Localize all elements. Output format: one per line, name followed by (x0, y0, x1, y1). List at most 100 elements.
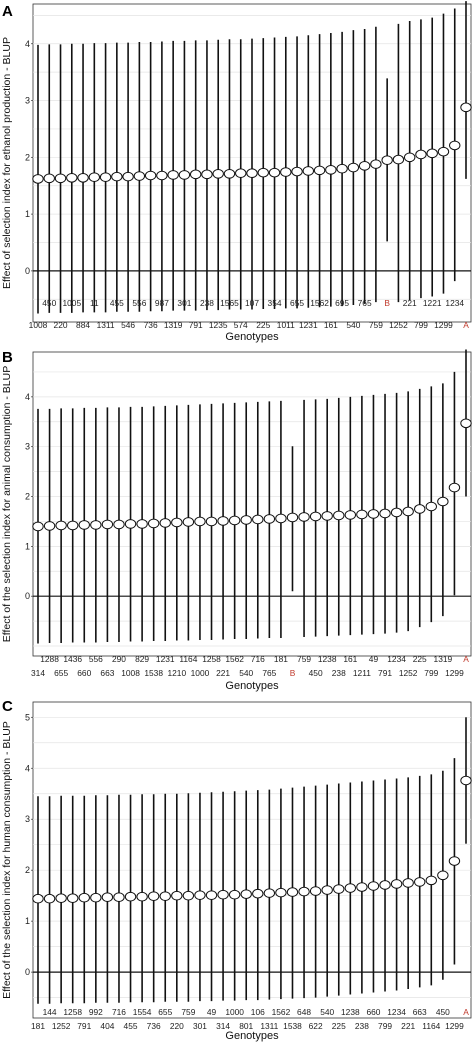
data-point (358, 161, 371, 171)
x-category-label: 1211 (353, 668, 371, 678)
data-point (67, 520, 79, 531)
x-category-label: 290 (112, 654, 126, 664)
x-category-label: 540 (346, 320, 360, 330)
data-point (280, 167, 292, 177)
x-category-label: 1164 (422, 1021, 440, 1031)
x-category-label: 49 (207, 1007, 217, 1017)
data-point (321, 885, 333, 895)
x-category-label: 799 (378, 1021, 392, 1031)
x-category-label: 161 (324, 320, 338, 330)
x-category-label: 759 (369, 320, 383, 330)
x-category-label: 829 (135, 654, 149, 664)
x-axis-title: Genotypes (225, 1030, 279, 1042)
x-category-label: 1299 (445, 1021, 464, 1031)
x-category-label: 799 (414, 320, 428, 330)
x-category-label: 1005 (62, 298, 81, 308)
x-category-label: 1252 (52, 1021, 71, 1031)
x-category-label: 1235 (209, 320, 228, 330)
y-tick-label: 1 (25, 209, 30, 219)
x-category-label: 221 (401, 1021, 415, 1031)
x-category-label: 987 (155, 298, 169, 308)
data-point (111, 171, 123, 182)
x-category-label: 648 (297, 1007, 311, 1017)
data-point (246, 168, 258, 179)
data-point (205, 516, 218, 527)
x-category-label: 301 (177, 298, 191, 308)
x-category-label: 1554 (133, 1007, 152, 1017)
data-point (333, 884, 345, 894)
x-category-label: 791 (189, 320, 203, 330)
x-category-label: 1319 (434, 654, 453, 664)
x-category-label: 1299 (434, 320, 453, 330)
x-category-label: 49 (369, 654, 379, 664)
x-category-label: 655 (290, 298, 304, 308)
data-point (201, 169, 213, 180)
data-point (136, 519, 148, 529)
x-category-label: 1258 (63, 1007, 82, 1017)
data-point (298, 886, 310, 897)
x-category-label: 1319 (164, 320, 183, 330)
data-point (189, 169, 202, 180)
x-category-label: B (290, 668, 296, 678)
x-category-label: 765 (358, 298, 372, 308)
x-category-label: 354 (268, 298, 282, 308)
x-category-label: 546 (121, 320, 135, 330)
data-point (263, 888, 276, 898)
y-tick-label: 0 (25, 591, 30, 601)
x-category-label: 791 (378, 668, 392, 678)
x-category-label: 716 (112, 1007, 126, 1017)
y-tick-label: 2 (25, 492, 30, 502)
data-point (90, 892, 102, 903)
y-axis-title: Effect of the selection index for human … (1, 721, 13, 999)
data-point (392, 154, 405, 165)
data-point (78, 520, 90, 530)
data-point (101, 892, 114, 903)
x-category-label: 1164 (179, 654, 197, 664)
data-point (212, 168, 224, 179)
panel-letter: A (2, 3, 13, 20)
data-point (460, 418, 472, 429)
x-category-label: 736 (144, 320, 158, 330)
y-tick-label: 2 (25, 865, 30, 875)
x-category-label: 759 (181, 1007, 195, 1017)
data-point (136, 891, 148, 902)
y-tick-label: 2 (25, 152, 30, 162)
x-category-label: 314 (31, 668, 45, 678)
x-category-label: 1210 (167, 668, 186, 678)
data-point (99, 172, 112, 182)
x-category-label: 181 (274, 654, 288, 664)
data-point (414, 877, 426, 887)
x-category-label: 1565 (220, 298, 239, 308)
x-category-label: 1008 (29, 320, 48, 330)
data-point (257, 167, 269, 178)
data-point (347, 162, 360, 173)
data-point (286, 887, 299, 897)
x-category-label: 238 (332, 668, 346, 678)
data-point (32, 174, 44, 184)
data-point (390, 879, 403, 889)
x-category-label: A (463, 654, 469, 664)
plot-frame (32, 701, 472, 1019)
data-point (313, 165, 326, 176)
x-category-label: 716 (251, 654, 265, 664)
data-point (147, 518, 160, 529)
y-axis-title: Effect of the selection index for animal… (1, 366, 13, 642)
data-point (302, 166, 315, 176)
data-point (291, 166, 303, 177)
x-category-label: 1311 (260, 1021, 278, 1031)
x-category-label: 663 (100, 668, 114, 678)
data-point (403, 152, 416, 163)
x-category-label: 736 (147, 1021, 161, 1031)
data-point (325, 165, 337, 175)
y-tick-label: 3 (25, 814, 30, 824)
y-tick-label: 4 (25, 763, 30, 773)
x-category-label: 1252 (399, 668, 418, 678)
data-point (54, 173, 67, 184)
data-point (194, 890, 206, 900)
x-category-label: 1231 (299, 320, 318, 330)
data-point (159, 518, 171, 528)
data-point (167, 170, 179, 180)
data-point (43, 893, 56, 904)
